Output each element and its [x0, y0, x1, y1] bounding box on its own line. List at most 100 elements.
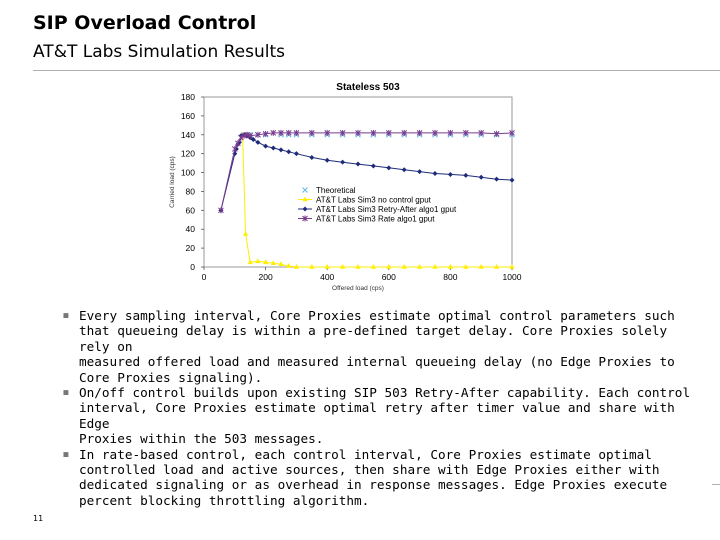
y-tick-label: 20: [186, 243, 196, 253]
y-tick-label: 80: [186, 186, 196, 196]
data-point-series-3: [218, 207, 224, 214]
legend-entry: AT&T Labs Sim3 Rate algo1 gput: [316, 215, 435, 224]
data-point-series-2: [309, 154, 315, 160]
data-point-series-3: [385, 129, 392, 136]
data-point-series-2: [355, 161, 361, 167]
data-point-series-2: [278, 147, 284, 153]
data-point-series-3: [247, 132, 254, 139]
y-tick-label: 100: [181, 168, 195, 178]
bullet-list: ▪ Every sampling interval, Core Proxies …: [62, 307, 702, 508]
legend-marker: [302, 196, 308, 202]
data-point-series-3: [478, 129, 485, 136]
bullet-item: ▪ Every sampling interval, Core Proxies …: [62, 307, 702, 385]
data-point-series-1: [447, 264, 453, 269]
data-point-series-3: [401, 129, 408, 136]
legend-entry: Theoretical: [316, 186, 356, 195]
y-tick-label: 160: [181, 111, 195, 121]
bullet-marker-icon: ▪: [62, 384, 70, 400]
chart-title: Stateless 503: [336, 82, 400, 93]
data-point-series-1: [324, 264, 330, 269]
y-tick-label: 0: [190, 262, 195, 272]
x-tick-label: 600: [382, 272, 396, 282]
x-tick-label: 1000: [503, 272, 522, 282]
data-point-series-3: [447, 129, 454, 136]
data-point-series-3: [339, 129, 346, 136]
data-point-series-2: [270, 145, 276, 151]
bullet-text: Every sampling interval, Core Proxies es…: [79, 308, 675, 385]
data-point-series-1: [247, 259, 253, 265]
data-point-series-2: [340, 159, 346, 165]
x-axis-label: Offered load (cps): [332, 285, 384, 292]
bullet-text: On/off control builds upon existing SIP …: [79, 385, 691, 447]
data-point-series-2: [494, 176, 500, 182]
data-point-series-1: [386, 264, 392, 269]
data-point-series-3: [238, 134, 244, 141]
data-point-series-1: [293, 264, 299, 269]
data-point-series-3: [324, 129, 331, 136]
data-point-series-3: [235, 140, 241, 147]
data-point-series-2: [370, 163, 376, 169]
legend-entry: AT&T Labs Sim3 Retry-After algo1 gput: [316, 205, 457, 214]
legend-marker: [302, 187, 308, 193]
y-tick-label: 140: [181, 130, 195, 140]
bullet-item: ▪ On/off control builds upon existing SI…: [62, 384, 702, 447]
data-point-series-1: [478, 264, 484, 269]
x-tick-label: 0: [202, 272, 207, 282]
data-point-series-3: [262, 130, 269, 137]
chart-svg: Stateless 503 0 20 40 60 80 100 120 140 160 180 0 20…: [165, 78, 530, 300]
x-tick-label: 200: [259, 272, 273, 282]
data-point-series-3: [255, 131, 261, 138]
bullet-text: In rate-based control, each control inte…: [79, 446, 668, 508]
page-number: 11: [33, 514, 44, 523]
data-point-series-3: [462, 129, 469, 136]
plot-area: [203, 96, 513, 268]
data-point-series-1: [417, 264, 423, 269]
data-point-series-3: [231, 145, 238, 152]
data-point-series-3: [416, 129, 423, 136]
data-point-series-2: [401, 167, 407, 173]
data-point-series-3: [509, 129, 515, 136]
edge-tick: [712, 484, 720, 485]
data-point-series-1: [463, 264, 469, 269]
data-point-series-2: [417, 169, 423, 175]
data-point-series-1: [509, 264, 515, 269]
data-point-series-1: [432, 264, 438, 269]
y-tick-label: 180: [181, 92, 195, 102]
data-point-series-3: [308, 129, 315, 136]
data-point-series-2: [478, 174, 484, 180]
data-point-series-1: [278, 261, 284, 266]
data-point-series-2: [447, 171, 453, 177]
data-point-series-2: [293, 151, 299, 157]
data-point-series-2: [386, 165, 392, 171]
data-point-series-3: [285, 129, 292, 136]
bullet-marker-icon: ▪: [62, 307, 70, 322]
bullet-marker-icon: ▪: [62, 445, 70, 461]
chart-stateless-503: Stateless 503 0 20 40 60 80 100 120 140 160 180 0 20…: [165, 78, 530, 300]
data-point-series-2: [509, 177, 515, 183]
data-point-series-2: [263, 143, 269, 149]
data-point-series-1: [494, 264, 500, 269]
y-tick-label: 40: [186, 224, 196, 234]
slide-subtitle: AT&T Labs Simulation Results: [33, 42, 286, 62]
data-point-series-2: [463, 172, 469, 178]
data-point-series-2: [324, 157, 330, 163]
data-point-series-1: [270, 260, 276, 266]
data-point-series-1: [242, 230, 249, 236]
legend-entry: AT&T Labs Sim3 no control gput: [316, 196, 432, 205]
legend-marker: [302, 215, 308, 222]
data-point-series-1: [370, 264, 376, 269]
data-point-series-1: [355, 264, 361, 269]
data-point-series-3: [370, 129, 377, 136]
data-point-series-3: [270, 129, 277, 136]
data-point-series-1: [263, 259, 269, 265]
data-point-series-3: [493, 130, 500, 137]
y-tick-label: 120: [181, 149, 195, 159]
data-point-series-1: [401, 264, 407, 269]
data-point-series-3: [278, 129, 284, 136]
legend-marker: [302, 206, 308, 212]
data-point-series-2: [432, 171, 438, 176]
data-point-series-1: [340, 264, 346, 269]
slide-title: SIP Overload Control: [33, 12, 257, 34]
y-tick-label: 60: [186, 205, 196, 215]
data-point-series-2: [286, 149, 292, 155]
